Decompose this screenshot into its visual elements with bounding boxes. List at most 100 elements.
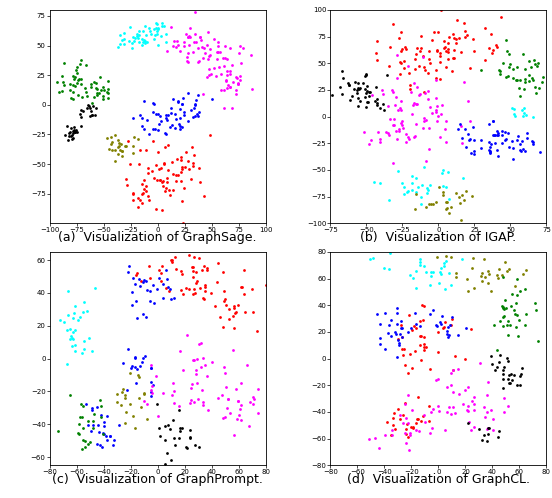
- Point: [236, 42, 245, 50]
- Point: [455, 121, 464, 128]
- Point: [398, 333, 407, 341]
- Point: [140, 397, 148, 405]
- Point: [433, 348, 442, 356]
- Point: [140, 98, 148, 106]
- Point: [75, 75, 83, 83]
- Point: [498, 375, 507, 383]
- Point: [516, 287, 524, 295]
- Point: [400, 345, 408, 353]
- Point: [80, 337, 89, 345]
- Point: [228, 61, 237, 69]
- Point: [210, 35, 219, 43]
- Point: [52, 78, 61, 86]
- Point: [350, 85, 359, 93]
- Point: [392, 51, 401, 59]
- Point: [83, 421, 92, 429]
- Point: [421, 343, 430, 351]
- Point: [392, 330, 401, 338]
- Point: [415, 322, 424, 330]
- Text: (c)  Visualization of GraphPrompt.: (c) Visualization of GraphPrompt.: [52, 473, 263, 486]
- Point: [143, 286, 152, 294]
- Point: [196, 32, 205, 40]
- Point: [114, 43, 123, 51]
- Point: [199, 294, 208, 302]
- Point: [404, 69, 413, 77]
- Point: [138, 123, 147, 130]
- Point: [449, 366, 458, 374]
- Point: [191, 29, 200, 37]
- Point: [477, 272, 486, 280]
- Point: [87, 404, 96, 412]
- Point: [512, 381, 521, 389]
- Point: [169, 416, 178, 424]
- Point: [75, 430, 83, 438]
- Point: [163, 421, 172, 429]
- Point: [407, 88, 416, 96]
- Point: [451, 189, 460, 197]
- Point: [65, 132, 73, 140]
- Point: [231, 309, 240, 317]
- Point: [177, 156, 185, 164]
- Point: [76, 106, 85, 114]
- Point: [93, 403, 102, 411]
- Point: [469, 150, 478, 158]
- Point: [492, 43, 501, 51]
- Point: [419, 316, 428, 324]
- Point: [87, 80, 95, 88]
- Point: [389, 159, 397, 167]
- Point: [442, 252, 450, 260]
- Point: [146, 377, 155, 385]
- Point: [521, 285, 530, 293]
- Point: [187, 379, 196, 387]
- Point: [464, 287, 473, 295]
- Point: [406, 85, 415, 93]
- Point: [124, 137, 132, 145]
- Point: [140, 390, 148, 398]
- Point: [76, 313, 84, 321]
- Point: [485, 120, 493, 128]
- Point: [512, 323, 521, 331]
- Point: [378, 90, 387, 98]
- Point: [386, 43, 395, 51]
- Point: [175, 122, 184, 129]
- Point: [162, 115, 171, 123]
- Point: [192, 370, 200, 378]
- Point: [424, 55, 433, 63]
- Point: [220, 42, 229, 50]
- Point: [361, 85, 370, 93]
- Point: [93, 89, 102, 97]
- Point: [144, 23, 153, 31]
- Point: [262, 281, 270, 289]
- Point: [77, 400, 86, 408]
- Point: [497, 271, 506, 279]
- Point: [195, 253, 204, 261]
- Point: [118, 152, 126, 160]
- Point: [133, 203, 142, 211]
- Point: [117, 36, 126, 44]
- Point: [68, 342, 77, 350]
- Point: [69, 129, 78, 137]
- Point: [436, 75, 444, 83]
- Point: [250, 395, 258, 403]
- Point: [426, 429, 435, 437]
- Point: [198, 354, 207, 362]
- Point: [148, 125, 157, 133]
- Point: [236, 283, 245, 291]
- Point: [163, 111, 172, 119]
- Point: [135, 373, 144, 381]
- Point: [486, 405, 495, 413]
- Point: [191, 8, 200, 16]
- Point: [220, 297, 229, 305]
- Point: [73, 429, 82, 437]
- Point: [512, 311, 521, 319]
- Point: [145, 297, 154, 305]
- Point: [134, 27, 143, 35]
- Point: [498, 304, 507, 312]
- Point: [475, 359, 484, 367]
- Point: [134, 135, 142, 143]
- Point: [436, 48, 444, 56]
- Point: [135, 362, 144, 370]
- Point: [521, 75, 529, 83]
- Point: [489, 130, 497, 138]
- Point: [346, 96, 354, 104]
